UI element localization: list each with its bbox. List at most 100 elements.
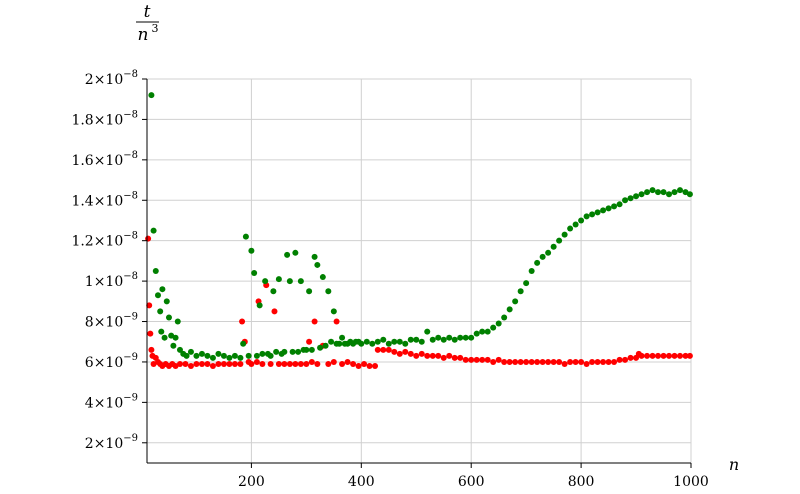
data-point-series-1 [372,362,379,369]
data-point-series-2 [295,348,302,355]
data-point-series-1 [649,352,656,359]
data-point-series-1 [539,358,546,365]
data-point-series-2 [490,324,497,331]
data-point-series-1 [644,352,651,359]
data-point-series-2 [418,338,425,345]
data-point-series-1 [686,352,693,359]
axes: 200 400 600 800 1000 2×10−9 4×10−9 6×10−9 8×10−9… [71,69,708,490]
data-point-series-1 [616,356,623,363]
data-point-series-1 [237,360,244,367]
data-point-series-1 [473,356,480,363]
data-point-series-1 [682,352,689,359]
data-point-series-1 [385,346,392,353]
data-point-series-2 [306,288,313,295]
data-point-series-2 [605,205,612,212]
data-point-series-2 [545,249,552,256]
data-point-series-2 [328,338,335,345]
data-point-series-1 [440,354,447,361]
data-point-series-2 [159,286,166,293]
data-point-series-2 [671,189,678,196]
data-point-series-1 [407,350,414,357]
data-point-series-1 [146,302,153,309]
data-point-series-1 [506,358,513,365]
data-point-series-1 [355,362,362,369]
data-point-series-1 [484,356,491,363]
data-point-series-2 [391,338,398,345]
y-tick-label: 1.6×10−8 [71,150,138,169]
data-point-series-1 [209,362,216,369]
data-point-series-2 [317,344,324,351]
data-point-series-1 [220,360,227,367]
data-point-series-2 [534,259,541,266]
data-point-series-1 [424,352,431,359]
data-point-series-2 [275,276,282,283]
data-point-series-1 [325,360,332,367]
data-point-series-2 [600,207,607,214]
data-point-series-2 [589,211,596,218]
data-point-series-1 [198,360,205,367]
data-point-series-1 [148,346,155,353]
data-point-series-2 [627,195,634,202]
data-point-series-2 [308,346,315,353]
data-point-series-2 [666,191,673,198]
data-point-series-2 [204,352,211,359]
x-tick-label: 200 [238,474,265,490]
data-point-series-1 [638,352,645,359]
data-point-series-2 [161,334,168,341]
data-point-series-1 [396,350,403,357]
y-tick-label: 1.4×10−8 [71,190,138,209]
data-point-series-1 [517,358,524,365]
data-point-series-1 [344,358,351,365]
data-point-series-2 [215,350,222,357]
x-tick-label: 800 [568,474,595,490]
data-point-series-1 [666,352,673,359]
data-point-series-2 [273,348,280,355]
data-point-series-1 [253,358,260,365]
data-point-series-2 [677,187,684,194]
data-point-series-1 [462,356,469,363]
y-axis-label-denominator: n [138,25,149,45]
data-point-series-1 [605,358,612,365]
data-point-series-1 [374,346,381,353]
data-point-series-1 [330,358,337,365]
data-point-series-2 [561,231,568,238]
data-point-series-1 [545,358,552,365]
data-point-series-2 [501,314,508,321]
data-point-series-2 [611,203,618,210]
data-point-series-2 [451,336,458,343]
data-point-series-2 [556,237,563,244]
data-point-series-2 [374,338,381,345]
data-point-series-2 [440,336,447,343]
data-point-series-1 [523,358,530,365]
data-point-series-1 [490,358,497,365]
data-point-series-1 [534,358,541,365]
data-point-series-2 [649,187,656,194]
data-point-series-2 [240,340,247,347]
data-point-series-1 [311,318,318,325]
y-axis-label-exponent: 3 [152,22,159,35]
data-point-series-2 [413,336,420,343]
y-tick-label: 2×10−8 [85,69,138,88]
data-point-series-2 [209,354,216,361]
data-point-series-2 [176,346,183,353]
data-point-series-2 [369,340,376,347]
data-point-series-2 [539,253,546,260]
data-point-series-2 [314,261,321,268]
data-point-series-2 [655,189,662,196]
data-point-series-2 [578,217,585,224]
data-point-series-2 [248,247,255,254]
data-point-series-2 [468,334,475,341]
data-point-series-1 [429,352,436,359]
data-point-series-1 [239,318,246,325]
data-point-series-1 [391,348,398,355]
data-point-series-2 [380,336,387,343]
data-point-series-1 [231,360,238,367]
data-point-series-2 [226,354,233,361]
data-point-series-1 [594,358,601,365]
data-point-series-1 [479,356,486,363]
data-point-series-2 [484,328,491,335]
data-point-series-2 [165,314,172,321]
data-point-series-2 [150,227,157,234]
data-point-series-2 [583,213,590,220]
data-point-series-2 [325,288,332,295]
